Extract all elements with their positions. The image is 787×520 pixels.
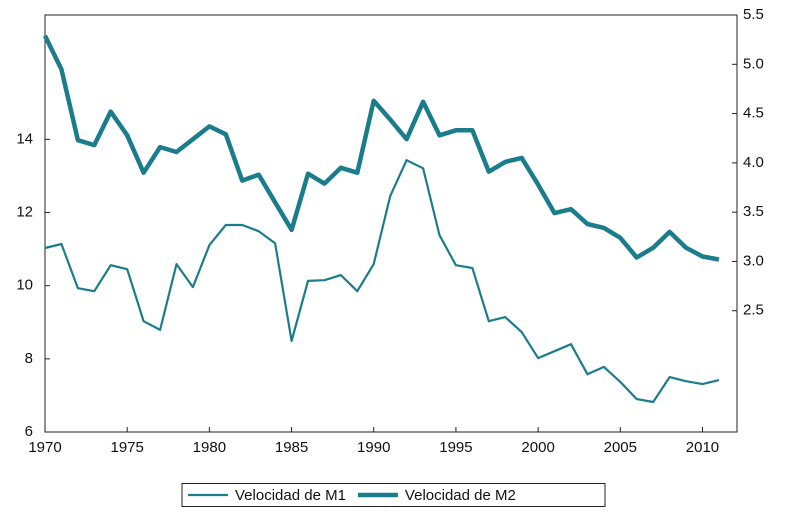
- y-tick-label: 10: [16, 277, 33, 294]
- plot-frame: [44, 14, 738, 433]
- x-tick-label: 2010: [686, 439, 719, 456]
- y2-tick-label: 4.0: [743, 154, 764, 171]
- y2-tick-label: 3.5: [743, 203, 764, 220]
- y-tick-label: 6: [25, 423, 33, 440]
- series-line: [42, 34, 720, 262]
- y2-tick-label: 5.0: [743, 55, 764, 72]
- legend-label: Velocidad de M2: [405, 487, 516, 504]
- y2-tick-label: 5.5: [743, 6, 764, 23]
- x-tick-label: 1985: [275, 439, 308, 456]
- series-line: [44, 159, 720, 404]
- x-tick-label: 1975: [110, 439, 143, 456]
- x-tick-label: 1995: [439, 439, 472, 456]
- y2-tick-label: 4.5: [743, 105, 764, 122]
- legend: Velocidad de M1 Velocidad de M2: [181, 483, 606, 507]
- y2-tick-label: 2.5: [743, 302, 764, 319]
- x-tick-label: 1980: [193, 439, 226, 456]
- x-tick-label: 1970: [28, 439, 61, 456]
- y-tick-label: 8: [25, 350, 33, 367]
- x-tick-label: 2000: [521, 439, 554, 456]
- x-tick-label: 2005: [604, 439, 637, 456]
- y-tick-label: 12: [16, 203, 33, 220]
- y2-tick-label: 3.0: [743, 252, 764, 269]
- legend-label: Velocidad de M1: [235, 487, 346, 504]
- y-tick-label: 14: [16, 130, 33, 147]
- x-tick-label: 1990: [357, 439, 390, 456]
